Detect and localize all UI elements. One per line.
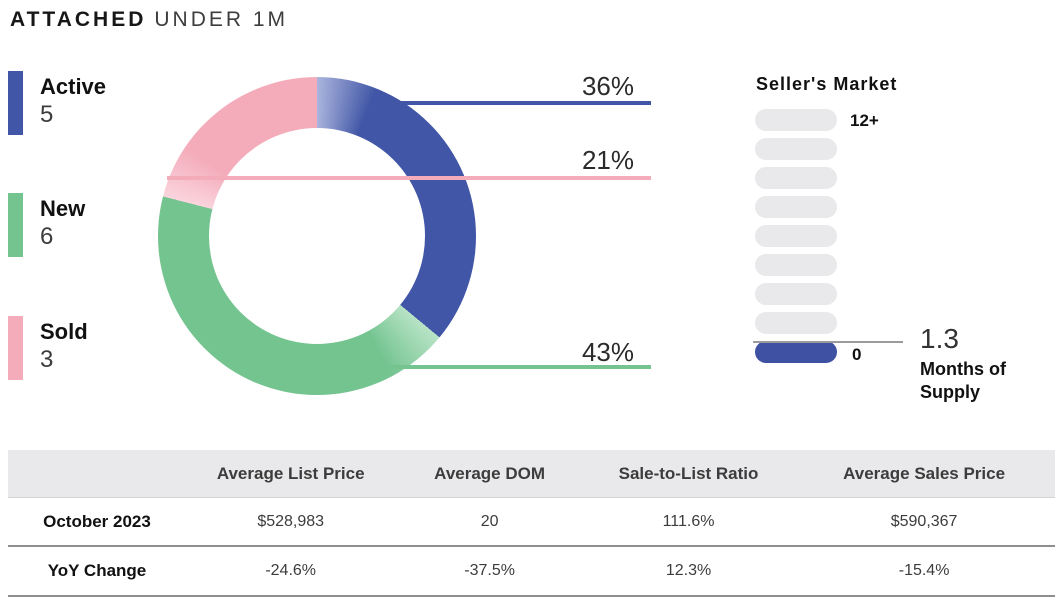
legend-value-new: 6 [40, 223, 54, 250]
gauge-pill [755, 138, 837, 160]
callout-line-new [388, 365, 651, 369]
gauge-pill [755, 167, 837, 189]
callout-label-active: 36% [581, 71, 634, 101]
gauge-pill [755, 283, 837, 305]
table-header-row: Average List Price Average DOM Sale-to-L… [8, 450, 1055, 497]
page-title: ATTACHED UNDER 1M [10, 8, 288, 32]
donut-chart [158, 77, 476, 395]
cell-average-list-price: $528,983 [257, 512, 325, 530]
legend-label-new: New [40, 196, 86, 221]
gauge-pill [755, 254, 837, 276]
table-header-sale-to-list-ratio: Sale-to-List Ratio [618, 463, 759, 483]
callout-line-sold [167, 176, 651, 180]
gauge-pill [755, 196, 837, 218]
table-row-yoy-change: YoY Change -24.6% -37.5% 12.3% -15.4% [8, 547, 1055, 597]
table-header-average-sales-price: Average Sales Price [843, 463, 1006, 483]
stats-table: Average List Price Average DOM Sale-to-L… [8, 450, 1055, 597]
legend-text: Sold 3 [40, 316, 88, 380]
legend-item-sold: Sold 3 [8, 316, 88, 380]
table-header-average-dom: Average DOM [434, 463, 546, 483]
page-title-secondary: UNDER 1M [154, 8, 289, 31]
legend-value-active: 5 [40, 101, 54, 128]
cell-average-sales-price: -15.4% [898, 562, 950, 579]
callout-label-sold: 21% [581, 145, 634, 175]
gauge-pill-filled [755, 341, 837, 363]
legend-value-sold: 3 [40, 346, 54, 373]
legend-label-active: Active [40, 74, 107, 99]
gauge-value: 1.3 [920, 323, 959, 354]
table-row-october-2023: October 2023 $528,983 20 111.6% $590,367 [8, 497, 1055, 547]
gauge-max-label: 12+ [850, 111, 879, 130]
page-title-primary: ATTACHED [10, 8, 147, 31]
gauge-pill [755, 225, 837, 247]
cell-average-list-price: -24.6% [265, 562, 317, 579]
legend-item-active: Active 5 [8, 71, 106, 135]
gauge-title: Seller's Market [756, 74, 898, 94]
gauge-pill-stack [755, 109, 837, 363]
gauge-pill [755, 109, 837, 131]
gauge-min-label: 0 [852, 345, 862, 364]
legend-text: Active 5 [40, 71, 106, 135]
legend-item-new: New 6 [8, 193, 85, 257]
cell-sale-to-list-ratio: 111.6% [662, 512, 715, 530]
legend-swatch-active [8, 71, 23, 135]
legend-text: New 6 [40, 193, 85, 257]
gauge-unit-label: Months of Supply [920, 359, 1006, 402]
cell-average-dom: -37.5% [464, 562, 515, 579]
callout-label-new: 43% [581, 337, 634, 367]
row-label: October 2023 [43, 511, 151, 531]
legend-swatch-sold [8, 316, 23, 380]
cell-average-sales-price: $590,367 [890, 512, 958, 530]
donut-hole [209, 128, 425, 344]
cell-sale-to-list-ratio: 12.3% [665, 562, 712, 579]
legend-label-sold: Sold [40, 319, 88, 344]
gauge-baseline [753, 341, 903, 343]
legend-swatch-new [8, 193, 23, 257]
callout-line-active [388, 101, 651, 105]
months-of-supply-gauge: Seller's Market 12+ 0 1.3 Months of Supp… [753, 70, 1063, 415]
row-label: YoY Change [47, 561, 147, 580]
gauge-pill [755, 312, 837, 334]
cell-average-dom: 20 [480, 512, 499, 530]
table-header-average-list-price: Average List Price [216, 463, 365, 483]
